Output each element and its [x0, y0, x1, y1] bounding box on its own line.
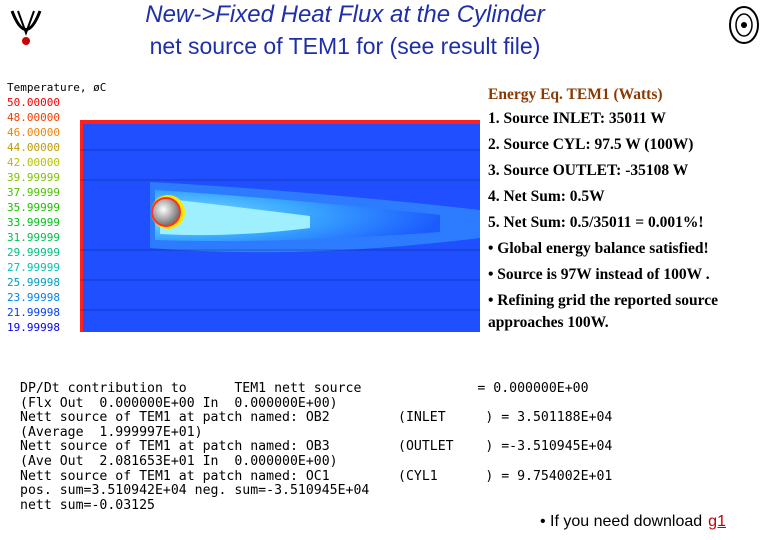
- console-left: Nett source of TEM1 at patch named: OC1: [20, 468, 330, 484]
- logo-left: [10, 10, 42, 45]
- legend-label: 19.99998: [7, 321, 60, 334]
- note-item: • Global energy balance satisfied!: [488, 240, 709, 257]
- logo-right: [729, 6, 759, 44]
- note-item: 4. Net Sum: 0.5W: [488, 188, 605, 205]
- legend-label: 48.00000: [7, 111, 60, 124]
- legend-label: 33.99999: [7, 216, 60, 229]
- legend-label: 50.00000: [7, 96, 60, 109]
- footer-text: If you need download: [550, 513, 703, 530]
- console-right: = 0.000000E+00: [398, 381, 589, 396]
- legend-label: 39.99999: [7, 171, 60, 184]
- legend-label: 44.00000: [7, 141, 60, 154]
- note-item: • Refining grid the reported source appr…: [488, 292, 719, 331]
- console-right: (OUTLET ) =-3.510945E+04: [398, 439, 613, 455]
- footer: • If you need download g1: [540, 513, 726, 530]
- legend-label: 29.99999: [7, 246, 60, 259]
- console-left: Nett source of TEM1 at patch named: OB2: [20, 410, 330, 426]
- contour-plot: [80, 120, 480, 332]
- console-left: (Ave Out 2.081653E+01 In 0.000000E+00): [20, 453, 338, 469]
- legend-label: 37.99999: [7, 186, 60, 199]
- console-left: pos. sum=3.510942E+04 neg. sum=-3.510945…: [20, 483, 370, 499]
- console-left: DP/Dt contribution to TEM1 nett source: [20, 381, 362, 396]
- note-item: 2. Source CYL: 97.5 W (100W): [488, 136, 694, 153]
- console-right: (INLET ) = 3.501188E+04: [398, 410, 613, 426]
- note-item: 1. Source INLET: 35011 W: [488, 110, 666, 127]
- legend-title: Temperature, øC: [7, 81, 107, 94]
- legend-label: 35.99999: [7, 201, 60, 214]
- legend-label: 23.99998: [7, 291, 60, 304]
- notes: Energy Eq. TEM1 (Watts) 1. Source INLET:…: [488, 82, 773, 338]
- console-left: (Flx Out 0.000000E+00 In 0.000000E+00): [20, 395, 338, 411]
- legend-label: 25.99998: [7, 276, 60, 289]
- note-item: 3. Source OUTLET: -35108 W: [488, 162, 689, 179]
- legend-label: 27.99999: [7, 261, 60, 274]
- download-link[interactable]: g1: [708, 513, 726, 530]
- console-left: nett sum=-0.03125: [20, 497, 155, 513]
- notes-heading: Energy Eq. TEM1 (Watts): [488, 86, 663, 103]
- subtitle: net source of TEM1 for (see result file): [149, 33, 541, 59]
- title: New->Fixed Heat Flux at the Cylinder: [145, 1, 545, 28]
- legend-label: 31.99999: [7, 231, 60, 244]
- console-right: (CYL1 ) = 9.754002E+01: [398, 468, 613, 484]
- note-item: 5. Net Sum: 0.5/35011 = 0.001%!: [488, 214, 704, 231]
- legend-label: 42.00000: [7, 156, 60, 169]
- console-left: (Average 1.999997E+01): [20, 424, 203, 440]
- note-item: • Source is 97W instead of 100W .: [488, 266, 710, 283]
- console-left: Nett source of TEM1 at patch named: OB3: [20, 439, 330, 455]
- legend-label: 21.99998: [7, 306, 60, 319]
- legend-label: 46.00000: [7, 126, 60, 139]
- legend: Temperature, øC 50.00000 48.00000 46.00000…: [7, 80, 106, 335]
